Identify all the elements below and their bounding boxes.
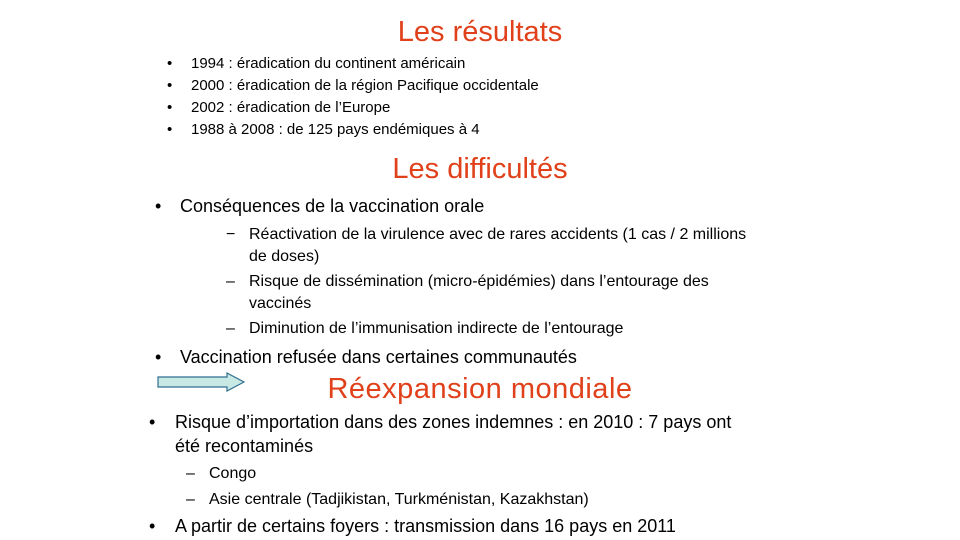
bullet-dot: • <box>149 516 156 536</box>
results-item: 1988 à 2008 : de 125 pays endémiques à 4 <box>191 121 480 138</box>
bullet-dot: • <box>167 99 173 116</box>
difficulties-subitem-cont: vaccinés <box>249 295 312 312</box>
bullet-dot: • <box>155 196 162 216</box>
difficulties-subitem: Risque de dissémination (micro-épidémies… <box>249 273 709 290</box>
difficulties-subitem: Réactivation de la virulence avec de rar… <box>249 226 747 243</box>
bullet-dot: • <box>167 55 173 72</box>
bullet-dash: − <box>226 226 236 243</box>
right-arrow-icon <box>157 372 245 392</box>
reexpansion-item: Risque d’importation dans des zones inde… <box>175 412 732 432</box>
difficulties-item: Conséquences de la vaccination orale <box>180 196 485 216</box>
bullet-dash: – <box>186 491 195 508</box>
reexpansion-subitem: Asie centrale (Tadjikistan, Turkménistan… <box>209 491 589 508</box>
difficulties-subitem-cont: de doses) <box>249 248 320 265</box>
bullet-dot: • <box>155 347 162 367</box>
reexpansion-item-cont: été recontaminés <box>175 436 314 456</box>
difficulties-item: Vaccination refusée dans certaines commu… <box>180 347 577 367</box>
results-item: 2002 : éradication de l’Europe <box>191 99 391 116</box>
reexpansion-subitem: Congo <box>209 465 257 482</box>
bullet-dash: – <box>186 465 195 482</box>
bullet-dot: • <box>167 121 173 138</box>
results-title: Les résultats <box>397 16 563 48</box>
results-item: 2000 : éradication de la région Pacifiqu… <box>191 77 539 94</box>
difficulties-subitem: Diminution de l’immunisation indirecte d… <box>249 320 624 337</box>
bullet-dash: – <box>226 273 235 290</box>
bullet-dash: – <box>226 320 235 337</box>
bullet-dot: • <box>167 77 173 94</box>
difficulties-title: Les difficultés <box>392 153 568 185</box>
results-item: 1994 : éradication du continent américai… <box>191 55 466 72</box>
bullet-dot: • <box>149 412 156 432</box>
reexpansion-item: A partir de certains foyers : transmissi… <box>175 516 676 536</box>
reexpansion-title: Réexpansion mondiale <box>327 373 633 405</box>
